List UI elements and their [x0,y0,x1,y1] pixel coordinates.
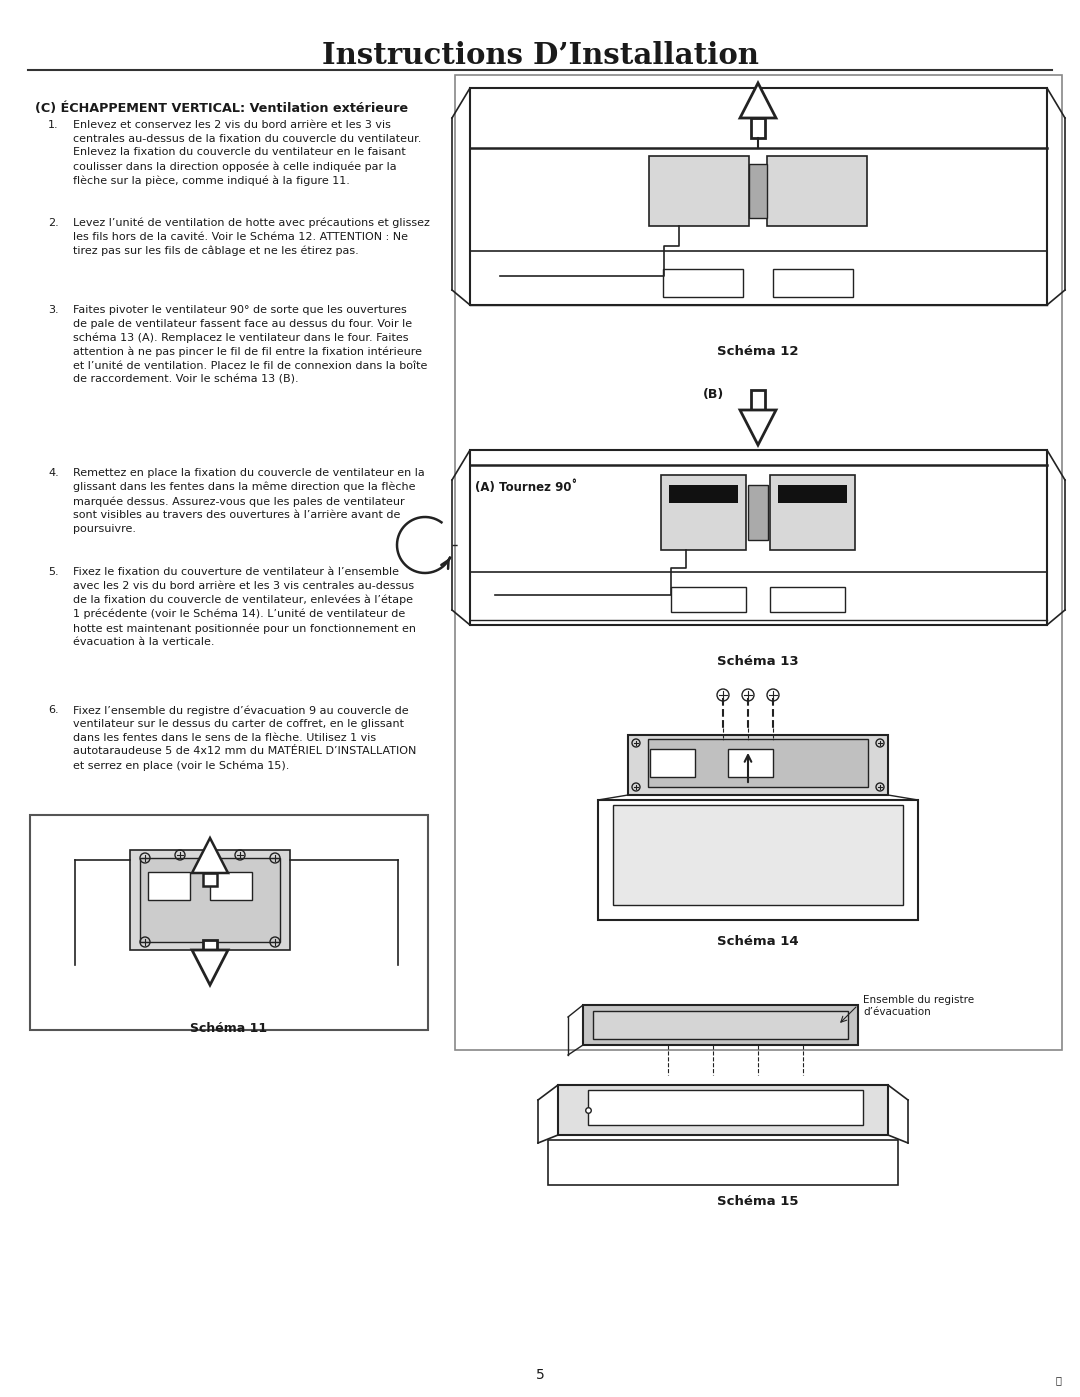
Bar [613,805,903,905]
Text: (B): (B) [703,388,725,401]
Text: ⓕ: ⓕ [1055,1375,1061,1384]
Bar [593,1011,848,1039]
Text: Faites pivoter le ventilateur 90° de sorte que les ouvertures
de pale de ventila: Faites pivoter le ventilateur 90° de sor… [73,305,428,384]
Text: Remettez en place la fixation du couvercle de ventilateur en la
glissant dans le: Remettez en place la fixation du couverc… [73,468,424,534]
Text: 3.: 3. [48,305,58,314]
Bar [767,156,867,226]
Bar [627,735,888,795]
Bar [203,940,217,950]
Text: Schéma 11: Schéma 11 [190,1023,268,1035]
Text: 4.: 4. [48,468,58,478]
Bar [598,800,918,921]
Bar [583,1004,858,1045]
Bar [751,390,765,409]
Text: 2.: 2. [48,218,58,228]
Bar [30,814,428,1030]
Bar [588,1090,863,1125]
Bar [750,163,767,218]
Bar [470,88,1047,305]
Polygon shape [192,950,228,985]
Bar [650,749,696,777]
Polygon shape [192,838,228,873]
Text: Instructions D’Installation: Instructions D’Installation [322,41,758,70]
Text: (C) ÉCHAPPEMENT VERTICAL: Ventilation extérieure: (C) ÉCHAPPEMENT VERTICAL: Ventilation ex… [35,102,408,115]
Bar [470,450,1047,624]
Bar [669,485,738,503]
Bar [649,156,750,226]
Text: Schéma 12: Schéma 12 [717,345,799,358]
Bar [770,587,845,612]
Bar [210,872,252,900]
Bar [140,858,280,942]
Bar [455,75,1062,1051]
Text: Schéma 13: Schéma 13 [717,655,799,668]
Bar [203,873,217,886]
Text: Schéma 15: Schéma 15 [717,1194,799,1208]
Text: Fixez l’ensemble du registre d’évacuation 9 au couvercle de
ventilateur sur le d: Fixez l’ensemble du registre d’évacuatio… [73,705,417,771]
Bar [773,270,853,298]
Text: (A) Tournez 90˚: (A) Tournez 90˚ [475,481,577,493]
Text: Schéma 14: Schéma 14 [717,935,799,949]
Text: 6.: 6. [48,705,58,715]
Bar [130,849,291,950]
Bar [728,749,773,777]
Bar [671,587,746,612]
Text: Levez l’unité de ventilation de hotte avec précautions et glissez
les fils hors : Levez l’unité de ventilation de hotte av… [73,218,430,257]
Bar [548,1140,897,1185]
Bar [770,475,855,550]
Bar [148,872,190,900]
Text: Fixez le fixation du couverture de ventilateur à l’ensemble
avec les 2 vis du bo: Fixez le fixation du couverture de venti… [73,567,416,647]
Text: Enlevez et conservez les 2 vis du bord arrière et les 3 vis
centrales au-dessus : Enlevez et conservez les 2 vis du bord a… [73,120,421,186]
Bar [648,739,868,787]
Bar [663,270,743,298]
Bar [748,485,768,541]
Polygon shape [740,82,777,117]
Text: 1.: 1. [48,120,58,130]
Bar [558,1085,888,1134]
Bar [778,485,847,503]
Polygon shape [740,409,777,446]
Bar [661,475,746,550]
Text: 5: 5 [536,1368,544,1382]
Text: 5.: 5. [48,567,58,577]
Text: Ensemble du registre
d’évacuation: Ensemble du registre d’évacuation [863,995,974,1017]
Bar [751,117,765,138]
